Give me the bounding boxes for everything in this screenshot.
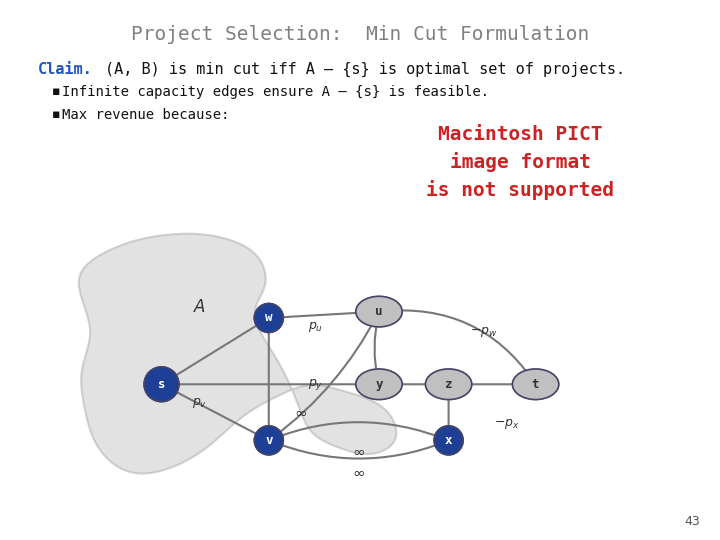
Text: $-p_w$: $-p_w$ (469, 325, 498, 339)
Text: w: w (265, 312, 273, 325)
Text: $\infty$: $\infty$ (294, 405, 307, 420)
Text: Claim.: Claim. (38, 62, 93, 77)
Text: v: v (265, 434, 273, 447)
Circle shape (144, 367, 179, 402)
Text: $\infty$: $\infty$ (352, 444, 365, 460)
Text: t: t (532, 378, 539, 391)
Text: y: y (375, 378, 383, 391)
Text: $A$: $A$ (193, 298, 206, 315)
Circle shape (254, 426, 283, 455)
Text: 43: 43 (684, 515, 700, 528)
Ellipse shape (356, 296, 402, 327)
Text: z: z (445, 378, 452, 391)
Text: ▪: ▪ (52, 108, 60, 121)
Text: ▪: ▪ (52, 85, 60, 98)
Text: Project Selection:  Min Cut Formulation: Project Selection: Min Cut Formulation (131, 25, 589, 44)
Text: Infinite capacity edges ensure A – {s} is feasible.: Infinite capacity edges ensure A – {s} i… (62, 85, 489, 99)
Ellipse shape (513, 369, 559, 400)
Text: $-p_x$: $-p_x$ (494, 417, 519, 431)
Text: $p_v$: $p_v$ (192, 396, 207, 410)
Text: Macintosh PICT
image format
is not supported: Macintosh PICT image format is not suppo… (426, 125, 614, 200)
Text: $p_u$: $p_u$ (307, 320, 323, 334)
Text: x: x (445, 434, 452, 447)
Text: s: s (158, 378, 166, 391)
Text: Max revenue because:: Max revenue because: (62, 108, 230, 122)
Circle shape (434, 426, 463, 455)
Text: $p_y$: $p_y$ (307, 377, 323, 392)
Text: u: u (375, 305, 383, 318)
Ellipse shape (356, 369, 402, 400)
Text: $\infty$: $\infty$ (352, 465, 365, 480)
Circle shape (254, 303, 283, 333)
Text: (A, B) is min cut iff A – {s} is optimal set of projects.: (A, B) is min cut iff A – {s} is optimal… (105, 62, 625, 77)
Polygon shape (78, 234, 397, 474)
Ellipse shape (426, 369, 472, 400)
